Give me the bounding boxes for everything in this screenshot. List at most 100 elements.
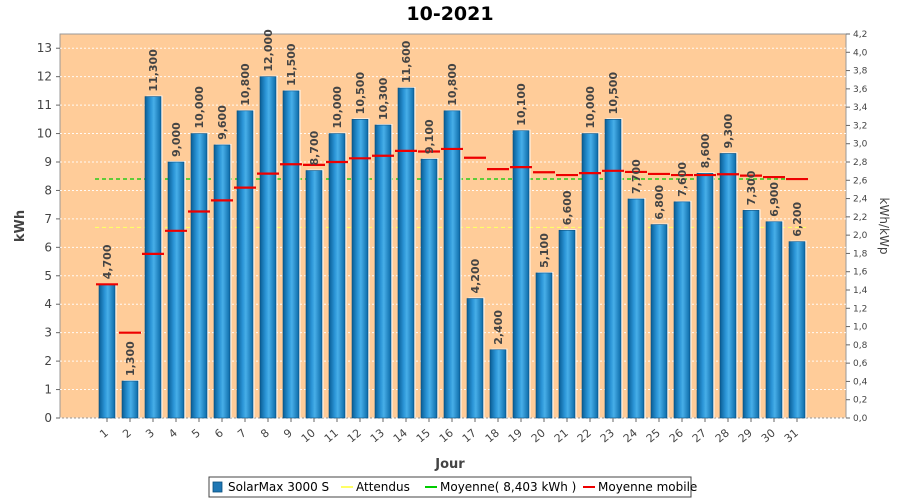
data-label: 7,700 [630, 159, 643, 194]
y-axis-right: 0,0 0,2 0,4 0,6 0,8 1,0 1,2 1,4 1,6 1,8 2,0 2,2 2,4 2… [846, 30, 868, 424]
bar [443, 110, 461, 419]
data-label: 10,000 [584, 86, 597, 129]
y-tick-label: 10 [37, 127, 52, 141]
bar [305, 170, 323, 419]
x-tick-label: 6 [212, 426, 226, 440]
data-label: 4,700 [101, 244, 114, 279]
y2-tick-label: 1,8 [853, 249, 868, 259]
data-label: 9,300 [722, 113, 735, 148]
bar [351, 119, 369, 419]
x-tick-label: 3 [143, 426, 157, 440]
x-tick-label: 14 [391, 426, 410, 445]
x-tick-label: 8 [258, 426, 272, 440]
bar [98, 284, 116, 419]
y2-tick-label: 1,6 [853, 268, 868, 278]
y-tick-label: 3 [44, 326, 52, 340]
bar [236, 110, 254, 419]
x-tick-label: 31 [782, 426, 801, 445]
data-label: 9,100 [423, 119, 436, 154]
y2-tick-label: 0,4 [853, 377, 868, 387]
legend-swatch [212, 481, 223, 493]
data-label: 8,600 [699, 133, 712, 168]
data-label: 11,600 [400, 40, 413, 83]
y2-tick-label: 0,2 [853, 396, 867, 406]
x-axis: 1 2 3 4 5 6 7 8 9 10 11 12 13 14 15 16 17 18 19 20 21 22 23 24 2… [97, 418, 801, 445]
x-tick-label: 25 [644, 426, 663, 445]
x-tick-label: 27 [690, 426, 709, 445]
bar [167, 161, 185, 419]
bar [558, 229, 576, 419]
bar [466, 298, 484, 419]
legend-box [208, 476, 692, 498]
y2-tick-label: 2,4 [853, 195, 868, 205]
bar [765, 221, 783, 419]
bar [512, 130, 530, 419]
y-tick-label: 13 [37, 41, 52, 55]
bar [535, 272, 553, 419]
y-tick-label: 2 [44, 354, 52, 368]
x-tick-label: 18 [483, 426, 502, 445]
data-label: 5,100 [538, 233, 551, 268]
data-label: 9,600 [216, 105, 229, 140]
y2-tick-label: 4,0 [853, 48, 868, 58]
bar [673, 201, 691, 419]
bar [719, 153, 737, 419]
data-label: 10,300 [377, 77, 390, 120]
bar [650, 224, 668, 419]
bar [282, 90, 300, 419]
bar [328, 133, 346, 419]
bar [397, 87, 415, 419]
bar [213, 144, 231, 419]
y-tick-label: 6 [44, 240, 52, 254]
y2-tick-label: 1,4 [853, 286, 868, 296]
data-label: 9,000 [170, 122, 183, 157]
legend-label: SolarMax 3000 S [228, 480, 329, 494]
bar [121, 380, 139, 419]
x-tick-label: 29 [736, 426, 755, 445]
x-tick-label: 17 [460, 426, 479, 445]
moving-average-series [96, 147, 808, 334]
data-label: 11,300 [147, 49, 160, 92]
bar [788, 241, 806, 419]
x-tick-label: 20 [529, 426, 548, 445]
data-label: 10,000 [331, 86, 344, 129]
y2-tick-label: 2,2 [853, 213, 867, 223]
legend-label: Moyenne mobile [598, 480, 697, 494]
x-tick-label: 22 [575, 426, 594, 445]
data-label: 10,100 [515, 83, 528, 126]
y-tick-label: 0 [44, 411, 52, 425]
y2-tick-label: 2,6 [853, 176, 868, 186]
y2-tick-label: 1,2 [853, 304, 867, 314]
x-tick-label: 13 [368, 426, 387, 445]
x-tick-label: 26 [667, 426, 686, 445]
y2-tick-label: 3,8 [853, 67, 868, 77]
y2-tick-label: 3,0 [853, 140, 868, 150]
x-tick-label: 19 [506, 426, 525, 445]
bar [144, 96, 162, 419]
bar [259, 76, 277, 419]
bar [420, 158, 438, 419]
y-tick-label: 8 [44, 183, 52, 197]
x-tick-label: 21 [552, 426, 571, 445]
x-tick-label: 9 [281, 426, 295, 440]
y2-tick-label: 3,6 [853, 85, 868, 95]
data-label: 6,800 [653, 184, 666, 219]
y2-axis-title: kWh/kWp [877, 198, 891, 255]
data-label: 6,600 [561, 190, 574, 225]
data-label: 10,000 [193, 86, 206, 129]
data-label: 6,900 [768, 182, 781, 217]
y-tick-label: 4 [44, 297, 52, 311]
x-tick-label: 5 [189, 426, 203, 440]
x-tick-label: 11 [322, 426, 341, 445]
data-labels: 4,700 1,300 11,300 9,000 10,000 9,600 10,800 12… [101, 29, 804, 376]
y2-tick-label: 3,2 [853, 121, 867, 131]
bar [742, 210, 760, 419]
x-tick-label: 16 [437, 426, 456, 445]
bar [374, 124, 392, 419]
data-label: 6,200 [791, 202, 804, 237]
data-label: 10,800 [446, 63, 459, 106]
bar-series [98, 75, 807, 419]
data-label: 2,400 [492, 310, 505, 345]
